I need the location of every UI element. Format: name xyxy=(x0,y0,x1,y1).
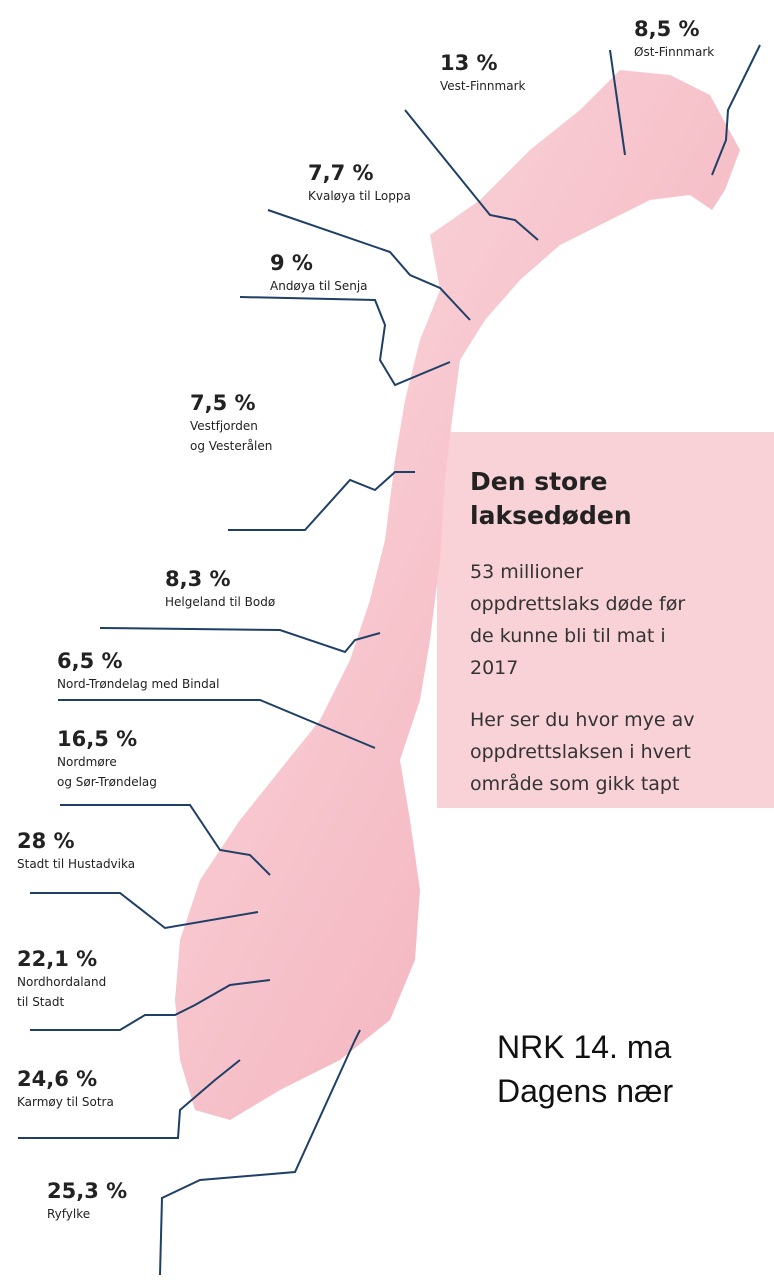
info-text: område som gikk tapt xyxy=(470,772,679,795)
leader-line xyxy=(267,209,471,321)
info-text: 2017 xyxy=(470,657,518,679)
leader-line xyxy=(99,627,381,654)
region-name: Stadt til Hustadvika xyxy=(17,857,135,871)
region-name: Nord-Trøndelag med Bindal xyxy=(57,677,219,691)
region-percent: 22,1 % xyxy=(17,947,97,971)
region-percent: 9 % xyxy=(270,251,313,275)
leader-line xyxy=(60,804,271,876)
region-percent: 24,6 % xyxy=(17,1067,97,1091)
region-name: Øst-Finnmark xyxy=(634,45,714,59)
info-text: 53 millioner xyxy=(470,561,583,583)
source-line: NRK 14. ma xyxy=(497,1029,671,1065)
info-title: laksedøden xyxy=(470,501,632,530)
region-name: Karmøy til Sotra xyxy=(17,1095,114,1109)
leader-line xyxy=(711,44,761,176)
region-name: Nordmøre xyxy=(57,755,117,769)
leader-line xyxy=(609,49,626,156)
region-name: Andøya til Senja xyxy=(270,279,368,293)
region-name: til Stadt xyxy=(17,995,64,1009)
leader-line xyxy=(228,471,415,531)
region-labels: 8,5 % Øst-Finnmark 13 % Vest-Finnmark 7,7 % K… xyxy=(17,17,714,1221)
region-percent: 8,3 % xyxy=(165,567,231,591)
leader-line xyxy=(159,1029,361,1276)
region-name: Nordhordaland xyxy=(17,975,106,989)
region-percent: 7,5 % xyxy=(190,391,256,415)
region-percent: 28 % xyxy=(17,829,75,853)
info-text: de kunne bli til mat i xyxy=(470,625,666,647)
region-percent: 13 % xyxy=(440,51,498,75)
leader-line xyxy=(18,1059,241,1139)
info-box-bg xyxy=(437,432,774,808)
region-name: og Vesterålen xyxy=(190,439,272,453)
region-percent: 16,5 % xyxy=(57,727,137,751)
region-name: Helgeland til Bodø xyxy=(165,595,275,609)
region-name: Vest-Finnmark xyxy=(440,79,525,93)
leader-line xyxy=(30,892,259,930)
region-name: Vestfjorden xyxy=(190,419,258,433)
region-percent: 6,5 % xyxy=(57,649,123,673)
info-text: Her ser du hvor mye av xyxy=(470,709,695,731)
region-name: Ryfylke xyxy=(47,1207,90,1221)
source-line: Dagens nær xyxy=(497,1073,673,1109)
norway-map xyxy=(175,70,740,1120)
info-title: Den store xyxy=(470,467,608,496)
info-text: oppdrettslaksen i hvert xyxy=(470,741,691,763)
leader-line xyxy=(58,699,376,749)
leader-line xyxy=(404,109,539,241)
info-box: Den store laksedøden 53 millioner oppdretts… xyxy=(470,467,695,795)
leader-line xyxy=(30,979,271,1031)
info-text: oppdrettslaks døde før xyxy=(470,593,685,615)
region-name: Kvaløya til Loppa xyxy=(308,189,411,203)
region-percent: 25,3 % xyxy=(47,1179,127,1203)
region-name: og Sør-Trøndelag xyxy=(57,775,157,789)
leader-line xyxy=(239,296,451,387)
region-percent: 7,7 % xyxy=(308,161,374,185)
region-percent: 8,5 % xyxy=(634,17,700,41)
leader-lines xyxy=(18,44,761,1276)
